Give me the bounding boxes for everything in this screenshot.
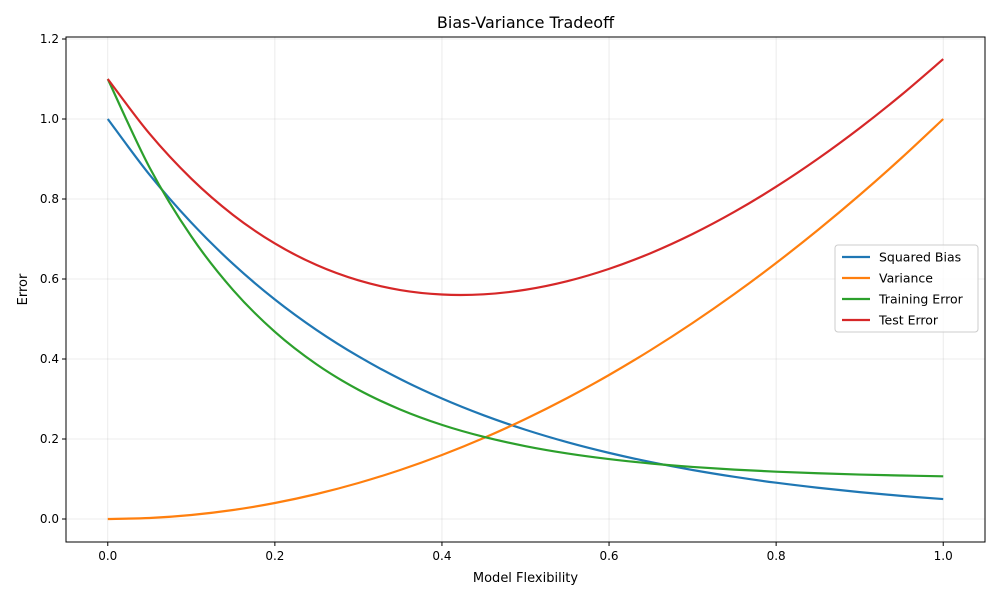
chart-title: Bias-Variance Tradeoff <box>437 13 615 32</box>
y-tick-label: 0.6 <box>40 272 59 286</box>
x-tick-label: 0.6 <box>599 549 618 563</box>
series-line-variance <box>107 118 944 521</box>
y-tick-label: 0.2 <box>40 432 59 446</box>
x-axis-label: Model Flexibility <box>473 571 579 586</box>
series-line-training-error <box>106 78 944 478</box>
x-tick-label: 0.4 <box>432 549 451 563</box>
y-tick-label: 1.0 <box>40 112 59 126</box>
legend-box <box>834 244 979 333</box>
plot-frame <box>65 36 986 543</box>
series-line-squared-bias <box>106 118 944 501</box>
y-axis-label: Error <box>16 273 31 305</box>
y-tick-label: 0.0 <box>40 512 59 526</box>
x-tick-label: 1.0 <box>934 549 953 563</box>
legend-label: Variance <box>879 271 933 286</box>
x-tick-label: 0.8 <box>767 549 786 563</box>
y-tick-label: 1.2 <box>40 32 59 46</box>
legend-label: Test Error <box>878 313 939 328</box>
series-line-test-error <box>106 58 944 297</box>
series-group <box>106 58 944 521</box>
y-tick-label: 0.4 <box>40 352 59 366</box>
legend: Squared Bias Variance Training Error Test E… <box>834 244 979 333</box>
x-tick-label: 0.0 <box>98 549 117 563</box>
legend-label: Squared Bias <box>879 250 961 265</box>
x-tick-label: 0.2 <box>265 549 284 563</box>
ticks: 0.0 0.2 0.4 0.6 0.8 1.0 0.0 0.2 0.4 0.6 0.8 1.0 1.2 <box>40 32 953 563</box>
y-tick-label: 0.8 <box>40 192 59 206</box>
legend-label: Training Error <box>878 292 964 307</box>
